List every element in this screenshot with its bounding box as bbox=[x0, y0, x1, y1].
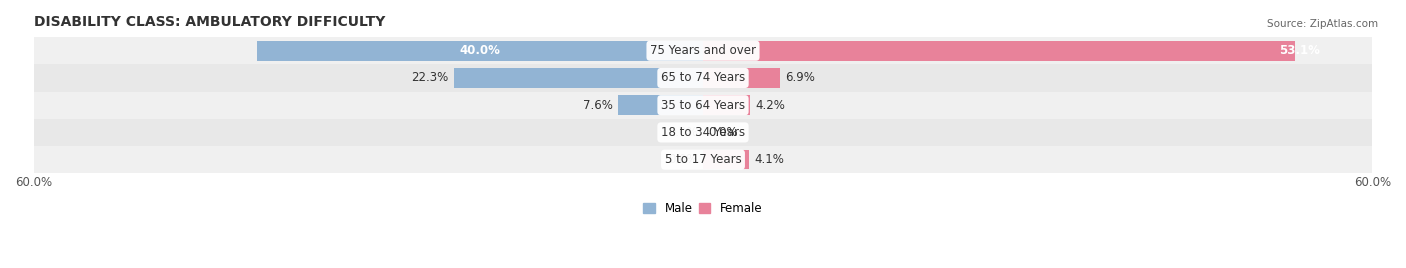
Text: 40.0%: 40.0% bbox=[460, 44, 501, 57]
Text: 0.0%: 0.0% bbox=[668, 153, 697, 166]
Bar bbox=[34, 64, 1372, 92]
Text: 7.6%: 7.6% bbox=[582, 99, 613, 112]
Text: 4.2%: 4.2% bbox=[755, 99, 786, 112]
Text: Source: ZipAtlas.com: Source: ZipAtlas.com bbox=[1267, 19, 1378, 29]
Text: 4.1%: 4.1% bbox=[755, 153, 785, 166]
Text: 18 to 34 Years: 18 to 34 Years bbox=[661, 126, 745, 139]
Bar bbox=[703, 95, 749, 115]
Text: 75 Years and over: 75 Years and over bbox=[650, 44, 756, 57]
Legend: Male, Female: Male, Female bbox=[644, 202, 762, 215]
Text: 6.9%: 6.9% bbox=[786, 72, 815, 84]
Text: 0.0%: 0.0% bbox=[709, 126, 738, 139]
Text: 53.1%: 53.1% bbox=[1278, 44, 1320, 57]
Text: 5 to 17 Years: 5 to 17 Years bbox=[665, 153, 741, 166]
Bar bbox=[34, 37, 1372, 64]
Text: 22.3%: 22.3% bbox=[412, 72, 449, 84]
Bar bbox=[703, 150, 749, 169]
Text: 65 to 74 Years: 65 to 74 Years bbox=[661, 72, 745, 84]
Text: 35 to 64 Years: 35 to 64 Years bbox=[661, 99, 745, 112]
Bar bbox=[619, 95, 703, 115]
Bar bbox=[703, 41, 1295, 61]
Bar bbox=[703, 68, 780, 88]
Text: 0.0%: 0.0% bbox=[668, 126, 697, 139]
Bar bbox=[454, 68, 703, 88]
Bar bbox=[34, 92, 1372, 119]
Bar bbox=[34, 146, 1372, 173]
Bar bbox=[34, 119, 1372, 146]
Bar bbox=[257, 41, 703, 61]
Text: DISABILITY CLASS: AMBULATORY DIFFICULTY: DISABILITY CLASS: AMBULATORY DIFFICULTY bbox=[34, 15, 385, 29]
